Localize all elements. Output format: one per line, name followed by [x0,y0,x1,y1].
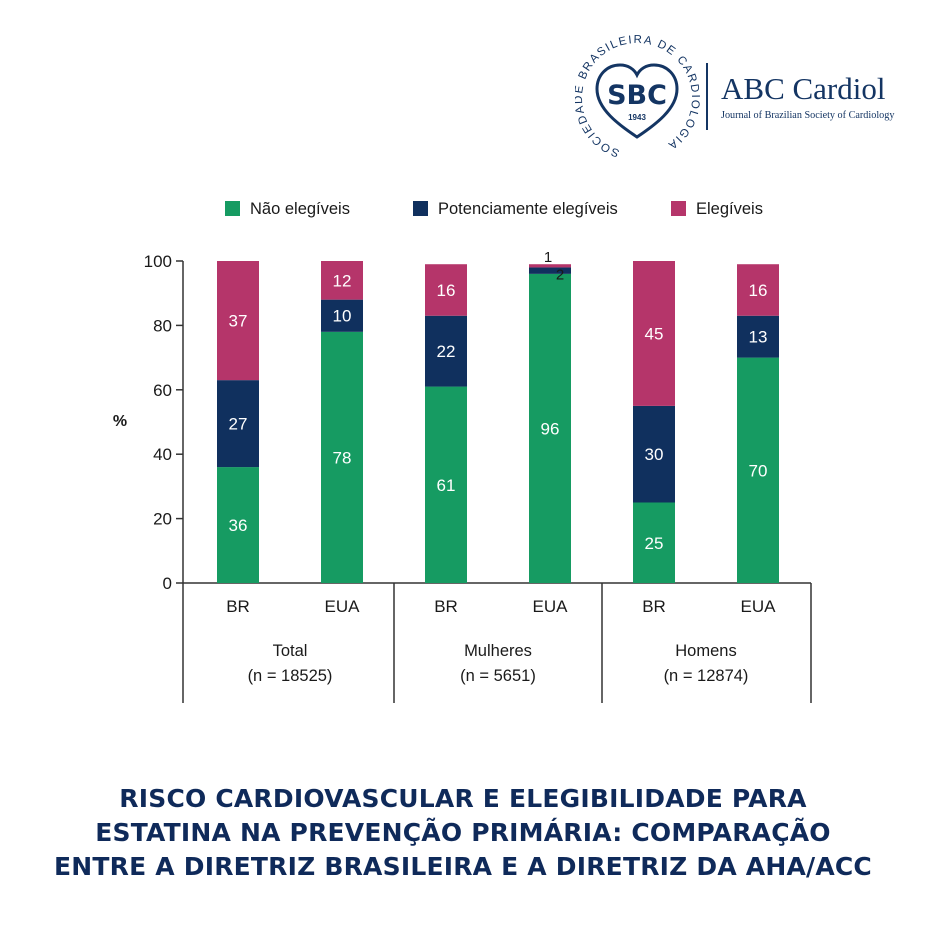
seal-abbr: SBC [607,80,667,111]
bar-segment [425,264,467,316]
bar-segment [425,386,467,583]
stacked-bar: 96 21 [529,249,571,583]
data-label: 78 [333,448,352,467]
stacked-bar: 78 10 12 [321,261,363,583]
legend-label: Não elegíveis [250,200,350,218]
title-line: ESTATINA NA PREVENÇÃO PRIMÁRIA: COMPARAÇ… [95,818,831,847]
data-label: 96 [541,419,560,438]
data-label: 22 [437,342,456,361]
stacked-bar: 70 13 16 [737,264,779,583]
bar-segment [217,467,259,583]
x-tick-label: BR [434,597,458,616]
title-line: RISCO CARDIOVASCULAR E ELEGIBILIDADE PAR… [119,784,807,813]
legend-label: Potenciamente elegíveis [438,200,618,218]
legend-item: Não elegíveis [225,200,350,218]
chart-bars: 36 27 37 BR 78 10 12 EUA 61 22 16 BR 96 21 EUA 25 30 45 BR… [217,249,779,616]
group-sample-size: (n = 18525) [248,667,333,685]
sbc-seal: SOCIEDADE BRASILEIRA DE CARDIOLOGIA SBC … [573,34,700,159]
legend-label: Elegíveis [696,200,763,218]
chart-axes: 0 20 40 60 80 100% [113,252,812,703]
x-tick-label: EUA [325,597,361,616]
data-label: 10 [333,307,352,326]
stacked-bar: 25 30 45 [633,261,675,583]
bar-segment [737,357,779,583]
abc-cardiol-logo: SOCIEDADE BRASILEIRA DE CARDIOLOGIA SBC … [573,34,915,160]
data-label: 16 [749,281,768,300]
y-tick-label: 0 [163,574,172,593]
data-label: 36 [229,516,248,535]
bar-segment [633,405,675,503]
seal-year: 1943 [628,113,646,122]
x-tick-label: EUA [533,597,569,616]
data-label: 16 [437,281,456,300]
data-label: 45 [645,324,664,343]
data-label: 2 [556,266,564,283]
heart-icon [595,63,679,139]
y-tick-label: 40 [153,445,172,464]
journal-subtitle: Journal of Brazilian Society of Cardiolo… [721,110,895,121]
bar-segment [633,502,675,583]
data-label: 30 [645,445,664,464]
bar-segment [529,264,571,268]
bar-segment [737,264,779,316]
group-name: Homens [675,642,736,660]
group-sample-size: (n = 12874) [664,667,749,685]
bar-segment [217,380,259,468]
stacked-bar: 36 27 37 [217,261,259,583]
legend-swatch [413,201,428,216]
data-label: 70 [749,461,768,480]
group-sample-size: (n = 5651) [460,667,536,685]
data-label: 13 [749,328,768,347]
y-tick-label: 60 [153,381,172,400]
legend-item: Elegíveis [671,200,763,218]
data-label: 27 [229,415,248,434]
data-label: 37 [229,312,248,331]
stacked-bar-chart: Não elegíveis Potenciamente elegíveis Eleg… [113,200,812,703]
stacked-bar: 61 22 16 [425,264,467,583]
page-title: RISCO CARDIOVASCULAR E ELEGIBILIDADE PAR… [20,782,906,884]
y-tick-label: 20 [153,510,172,529]
x-tick-label: EUA [741,597,777,616]
bar-segment [529,267,571,274]
x-tick-label: BR [642,597,666,616]
data-label: 12 [333,271,352,290]
title-line: ENTRE A DIRETRIZ BRASILEIRA E A DIRETRIZ… [54,852,872,881]
bar-segment [321,299,363,332]
bar-segment [633,261,675,406]
chart-legend: Não elegíveis Potenciamente elegíveis Eleg… [225,200,763,218]
data-label: 1 [544,249,552,266]
group-name: Total [273,642,308,660]
group-name: Mulheres [464,642,532,660]
data-label: 61 [437,476,456,495]
legend-item: Potenciamente elegíveis [413,200,618,218]
bar-segment [217,261,259,381]
chart-group-labels: Total (n = 18525) Mulheres (n = 5651) Homens… [248,642,749,685]
bar-segment [737,315,779,358]
journal-name: ABC Cardiol [721,71,885,106]
legend-swatch [225,201,240,216]
data-label: 25 [645,534,664,553]
y-tick-label: 80 [153,316,172,335]
legend-swatch [671,201,686,216]
bar-segment [321,261,363,300]
bar-segment [321,331,363,583]
bar-segment [529,273,571,583]
y-axis-label: % [113,413,127,430]
bar-segment [425,315,467,387]
x-tick-label: BR [226,597,250,616]
y-tick-label: 100 [144,252,172,271]
